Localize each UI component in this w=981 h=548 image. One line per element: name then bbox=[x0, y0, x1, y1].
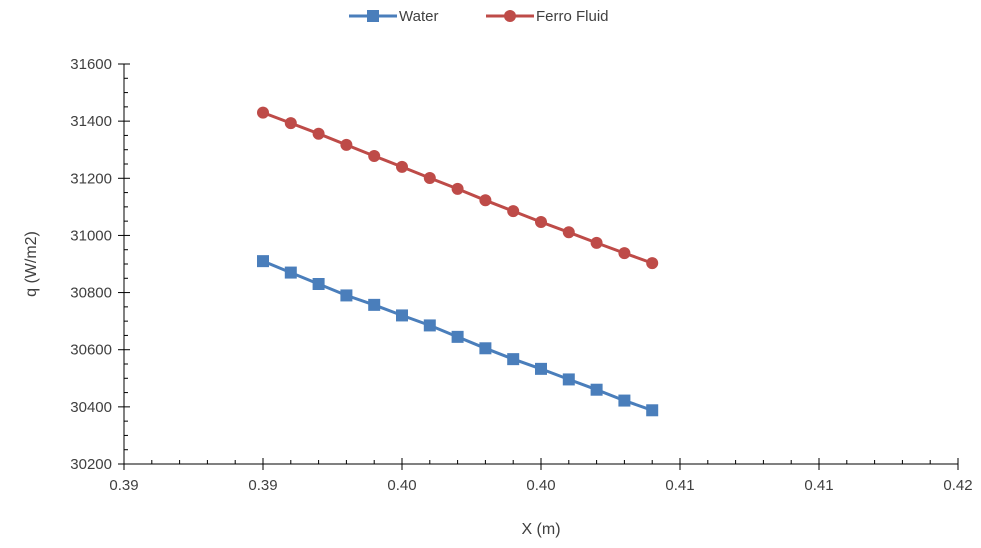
legend-marker-water bbox=[367, 10, 379, 22]
data-point-water bbox=[340, 289, 353, 302]
x-tick-label: 0.41 bbox=[665, 477, 694, 494]
x-tick-label: 0.42 bbox=[943, 477, 972, 494]
data-point-ferro-fluid bbox=[479, 194, 492, 207]
y-axis-title: q (W/m2) bbox=[23, 231, 40, 297]
data-point-water bbox=[312, 278, 325, 290]
axes: 30200 30400 30600 30800 31000 31200 31400 31600… bbox=[70, 56, 972, 494]
y-tick-label: 31400 bbox=[70, 113, 112, 130]
x-tick-label: 0.39 bbox=[248, 477, 277, 494]
data-point-ferro-fluid bbox=[340, 138, 353, 151]
data-point-ferro-fluid bbox=[396, 160, 408, 173]
y-tick-label: 31000 bbox=[70, 227, 112, 244]
y-tick-label: 31200 bbox=[70, 170, 112, 187]
data-point-water bbox=[535, 362, 547, 375]
data-point-ferro-fluid bbox=[284, 117, 297, 130]
data-point-water bbox=[284, 266, 297, 279]
data-point-water bbox=[562, 373, 575, 386]
x-axis-title: X (m) bbox=[521, 521, 560, 538]
data-point-water bbox=[590, 383, 603, 396]
x-tick-label: 0.41 bbox=[804, 477, 833, 494]
data-point-ferro-fluid bbox=[535, 216, 547, 228]
data-point-ferro-fluid bbox=[618, 247, 631, 260]
data-point-water bbox=[646, 404, 659, 417]
x-tick-label: 0.40 bbox=[387, 477, 416, 494]
legend-marker-ferro-fluid bbox=[504, 10, 516, 22]
data-point-ferro-fluid bbox=[451, 182, 464, 195]
data-point-ferro-fluid bbox=[423, 172, 436, 184]
data-point-ferro-fluid bbox=[646, 257, 659, 270]
data-point-water bbox=[396, 309, 408, 322]
plot-area bbox=[257, 106, 659, 417]
y-tick-label: 30400 bbox=[70, 399, 112, 416]
data-point-water bbox=[618, 394, 631, 407]
y-tick-label: 30600 bbox=[70, 342, 112, 359]
data-point-ferro-fluid bbox=[312, 127, 325, 140]
legend-label-water: Water bbox=[399, 8, 438, 25]
data-point-water bbox=[257, 255, 269, 268]
data-point-water bbox=[451, 330, 464, 343]
data-point-ferro-fluid bbox=[507, 205, 520, 218]
legend: Water Ferro Fluid bbox=[349, 8, 609, 25]
legend-label-ferro-fluid: Ferro Fluid bbox=[536, 8, 609, 25]
y-tick-label: 30800 bbox=[70, 285, 112, 302]
data-point-ferro-fluid bbox=[590, 236, 603, 249]
y-tick-label: 30200 bbox=[70, 456, 112, 473]
data-point-ferro-fluid bbox=[257, 106, 269, 119]
data-point-ferro-fluid bbox=[562, 226, 575, 239]
x-tick-label: 0.39 bbox=[109, 477, 138, 494]
x-tick-label: 0.40 bbox=[526, 477, 555, 494]
y-tick-label: 31600 bbox=[70, 56, 112, 73]
data-point-water bbox=[507, 353, 520, 366]
data-point-water bbox=[368, 298, 381, 311]
data-point-water bbox=[479, 342, 492, 355]
data-point-ferro-fluid bbox=[368, 150, 381, 162]
data-point-water bbox=[423, 319, 436, 332]
